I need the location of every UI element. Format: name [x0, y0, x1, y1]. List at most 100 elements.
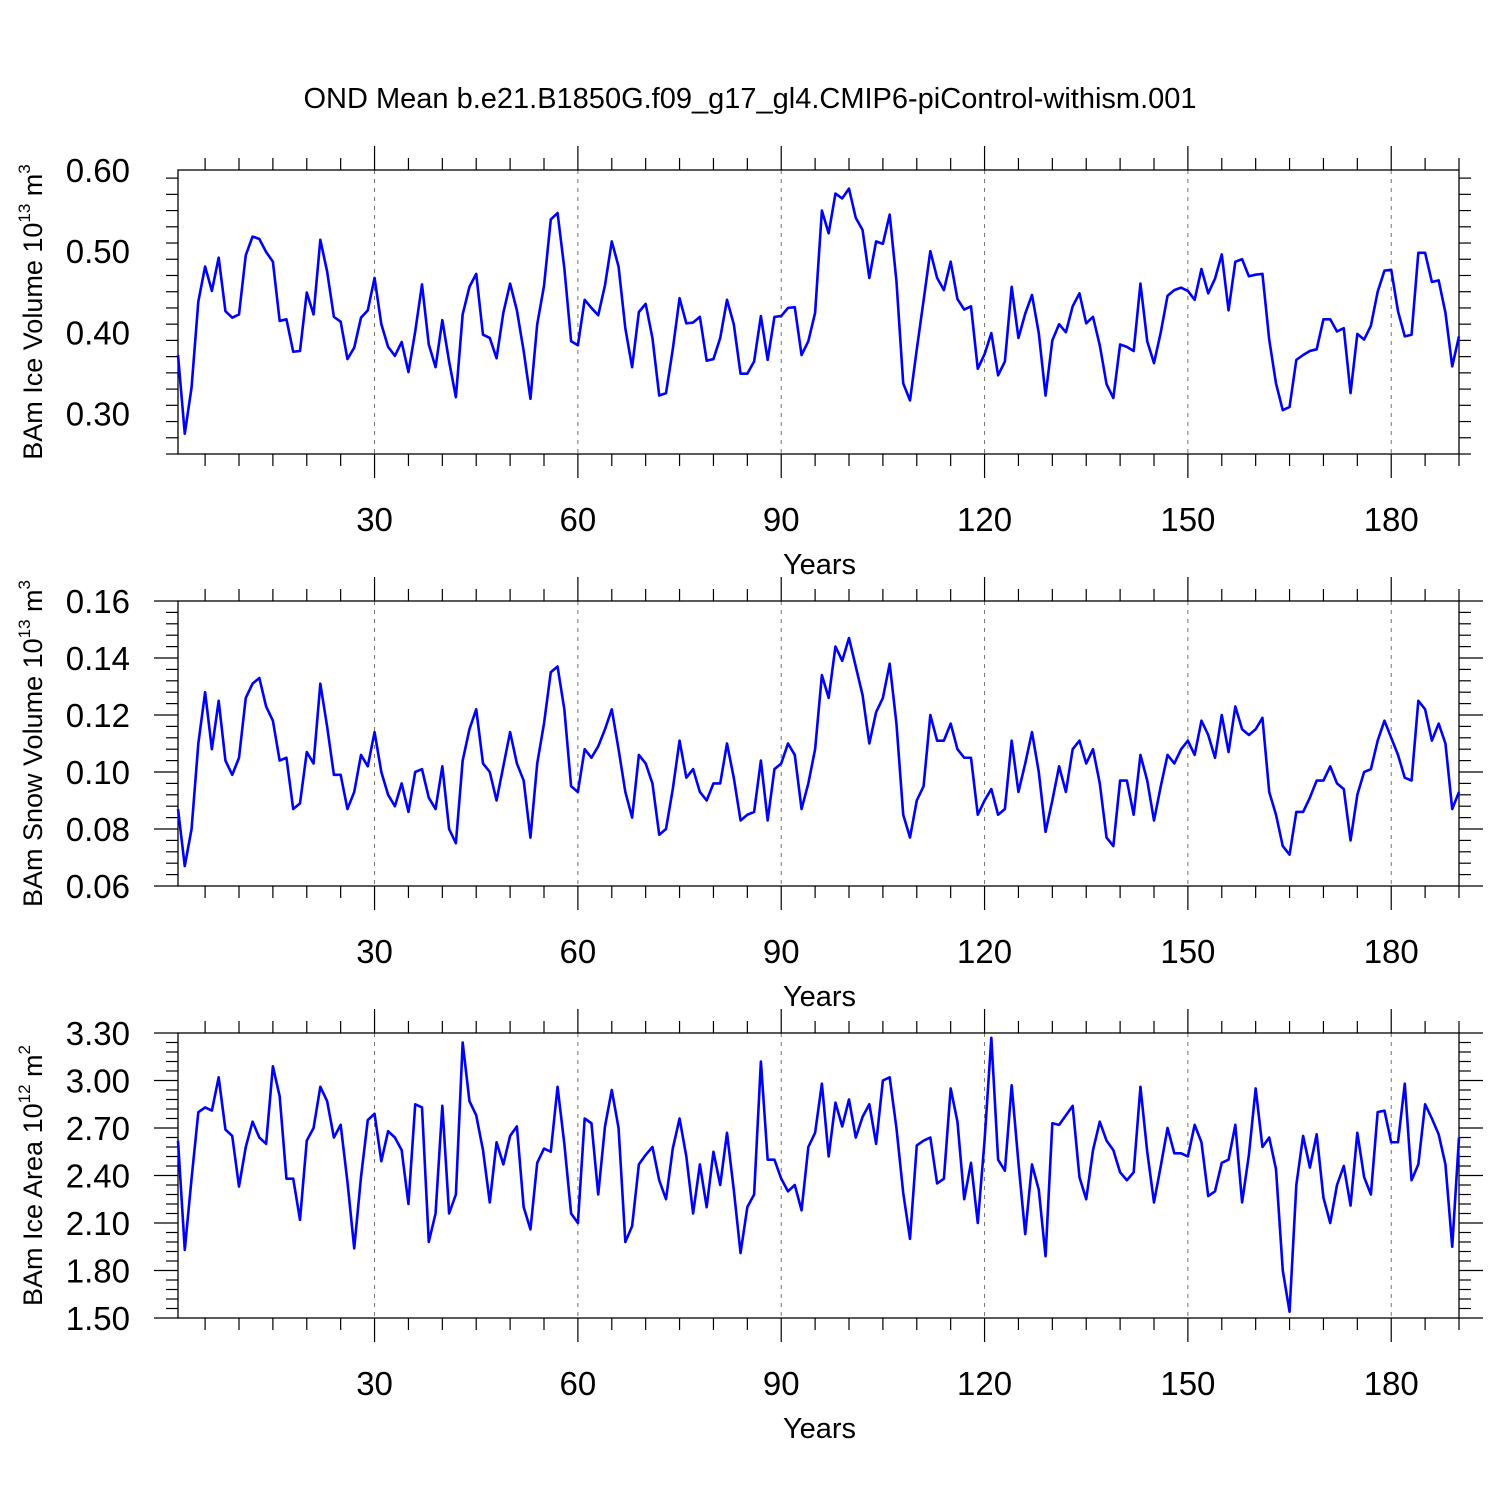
data-point: [299, 802, 301, 804]
data-point: [1322, 318, 1324, 320]
data-point: [292, 351, 294, 353]
data-point: [265, 705, 267, 707]
data-point: [1200, 720, 1202, 722]
data-point: [923, 1140, 925, 1142]
data-point: [645, 762, 647, 764]
data-point: [990, 332, 992, 334]
data-point: [421, 283, 423, 285]
data-point: [529, 398, 531, 400]
data-point: [313, 313, 315, 315]
data-point: [780, 1178, 782, 1180]
data-point: [374, 277, 376, 279]
data-point: [977, 1222, 979, 1224]
data-point: [319, 239, 321, 241]
data-point: [258, 1137, 260, 1139]
data-point: [184, 865, 186, 867]
data-point: [258, 238, 260, 240]
data-point: [1275, 814, 1277, 816]
data-point: [1424, 708, 1426, 710]
data-point: [1343, 327, 1345, 329]
data-point: [1458, 1137, 1460, 1139]
data-point: [679, 740, 681, 742]
data-point: [204, 1106, 206, 1108]
data-point: [1194, 1124, 1196, 1126]
data-point: [1133, 1171, 1135, 1173]
data-point: [1011, 1084, 1013, 1086]
data-point: [299, 350, 301, 352]
data-point: [1072, 1105, 1074, 1107]
data-point: [401, 341, 403, 343]
data-point: [1404, 335, 1406, 337]
data-point: [855, 666, 857, 668]
data-point: [862, 694, 864, 696]
data-point: [780, 315, 782, 317]
data-point: [536, 762, 538, 764]
data-point: [1017, 337, 1019, 339]
data-point: [299, 1219, 301, 1221]
y-label-unit-exponent: 3: [15, 580, 34, 589]
data-point: [231, 317, 233, 319]
data-point: [590, 307, 592, 309]
data-point: [1268, 339, 1270, 341]
data-point: [570, 1213, 572, 1215]
data-point: [936, 740, 938, 742]
data-point: [801, 808, 803, 810]
data-point: [1255, 728, 1257, 730]
data-point: [1065, 1114, 1067, 1116]
data-point: [902, 382, 904, 384]
data-point: [238, 1186, 240, 1188]
data-point: [353, 1247, 355, 1249]
data-point: [909, 1238, 911, 1240]
data-point: [1085, 322, 1087, 324]
data-point: [787, 307, 789, 309]
data-point: [658, 1179, 660, 1181]
data-point: [1078, 1176, 1080, 1178]
data-point: [1336, 1184, 1338, 1186]
series-line: [176, 187, 1461, 436]
data-point: [218, 257, 220, 259]
y-axis-label: BAm Ice Area 1012 m2: [15, 1045, 48, 1306]
data-point: [1051, 339, 1053, 341]
data-point: [245, 697, 247, 699]
data-point: [489, 771, 491, 773]
panel-1: 0.30 0.40 0.50 0.60 30 60 90 120 150 180 Years BAm …: [15, 146, 1471, 581]
data-point: [1444, 743, 1446, 745]
data-point: [638, 311, 640, 313]
data-point: [313, 1127, 315, 1129]
data-point: [760, 315, 762, 317]
data-point: [435, 1213, 437, 1215]
data-point: [272, 720, 274, 722]
data-point: [1045, 395, 1047, 397]
data-point: [1302, 811, 1304, 813]
data-point: [1153, 819, 1155, 821]
data-point: [523, 350, 525, 352]
data-point: [841, 660, 843, 662]
data-point: [374, 1113, 376, 1115]
data-point: [197, 300, 199, 302]
y-axis-label: BAm Snow Volume 1013 m3: [15, 580, 48, 907]
data-point: [855, 1137, 857, 1139]
y-tick-label: 2.40: [66, 1158, 130, 1195]
data-point: [1282, 409, 1284, 411]
data-point: [1370, 325, 1372, 327]
data-point: [807, 782, 809, 784]
data-point: [1214, 278, 1216, 280]
data-point: [489, 1201, 491, 1203]
x-axis-label: Years: [783, 981, 856, 1013]
x-tick-label: 120: [957, 933, 1012, 970]
y-tick-label: 1.80: [66, 1253, 130, 1290]
data-point: [1099, 1121, 1101, 1123]
data-point: [618, 266, 620, 268]
data-point: [421, 768, 423, 770]
data-point: [1248, 734, 1250, 736]
data-point: [1106, 837, 1108, 839]
data-point: [550, 218, 552, 220]
data-point: [909, 837, 911, 839]
data-point: [1221, 714, 1223, 716]
data-point: [1458, 791, 1460, 793]
x-tick-label: 90: [763, 933, 800, 970]
data-point: [719, 337, 721, 339]
data-point: [435, 366, 437, 368]
data-point: [1200, 1141, 1202, 1143]
data-point: [665, 828, 667, 830]
